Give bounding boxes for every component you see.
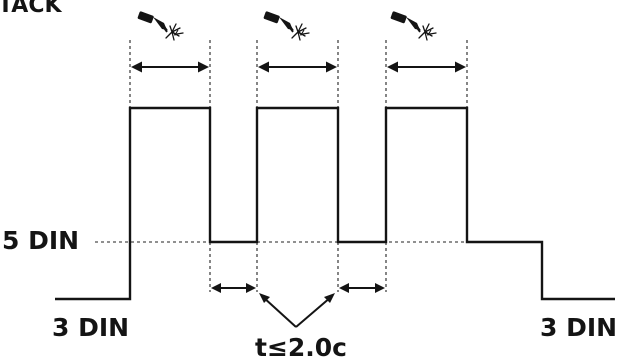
reference-lines xyxy=(95,40,470,292)
pulse-duration-arrow xyxy=(131,61,209,73)
mode-label: TACK xyxy=(0,0,62,18)
pause-label-pointer xyxy=(259,293,335,328)
welding-torch-icon xyxy=(137,11,168,33)
spark-icon xyxy=(163,23,184,41)
spark-icon xyxy=(416,23,437,41)
pause-duration-arrow xyxy=(211,283,256,293)
welding-torch-icon xyxy=(390,11,421,33)
pulse-duration-arrow xyxy=(387,61,466,73)
high-level-label: 5 DIN xyxy=(2,226,79,255)
low-level-left-label: 3 DIN xyxy=(52,313,129,342)
low-level-right-label: 3 DIN xyxy=(540,313,617,342)
welding-torch-icon xyxy=(263,11,294,33)
spark-icon xyxy=(289,23,310,41)
pause-duration-arrow xyxy=(339,283,385,293)
pulse-duration-arrow xyxy=(258,61,337,73)
current-waveform xyxy=(55,106,615,301)
pause-time-label: t≤2.0с xyxy=(255,333,347,357)
